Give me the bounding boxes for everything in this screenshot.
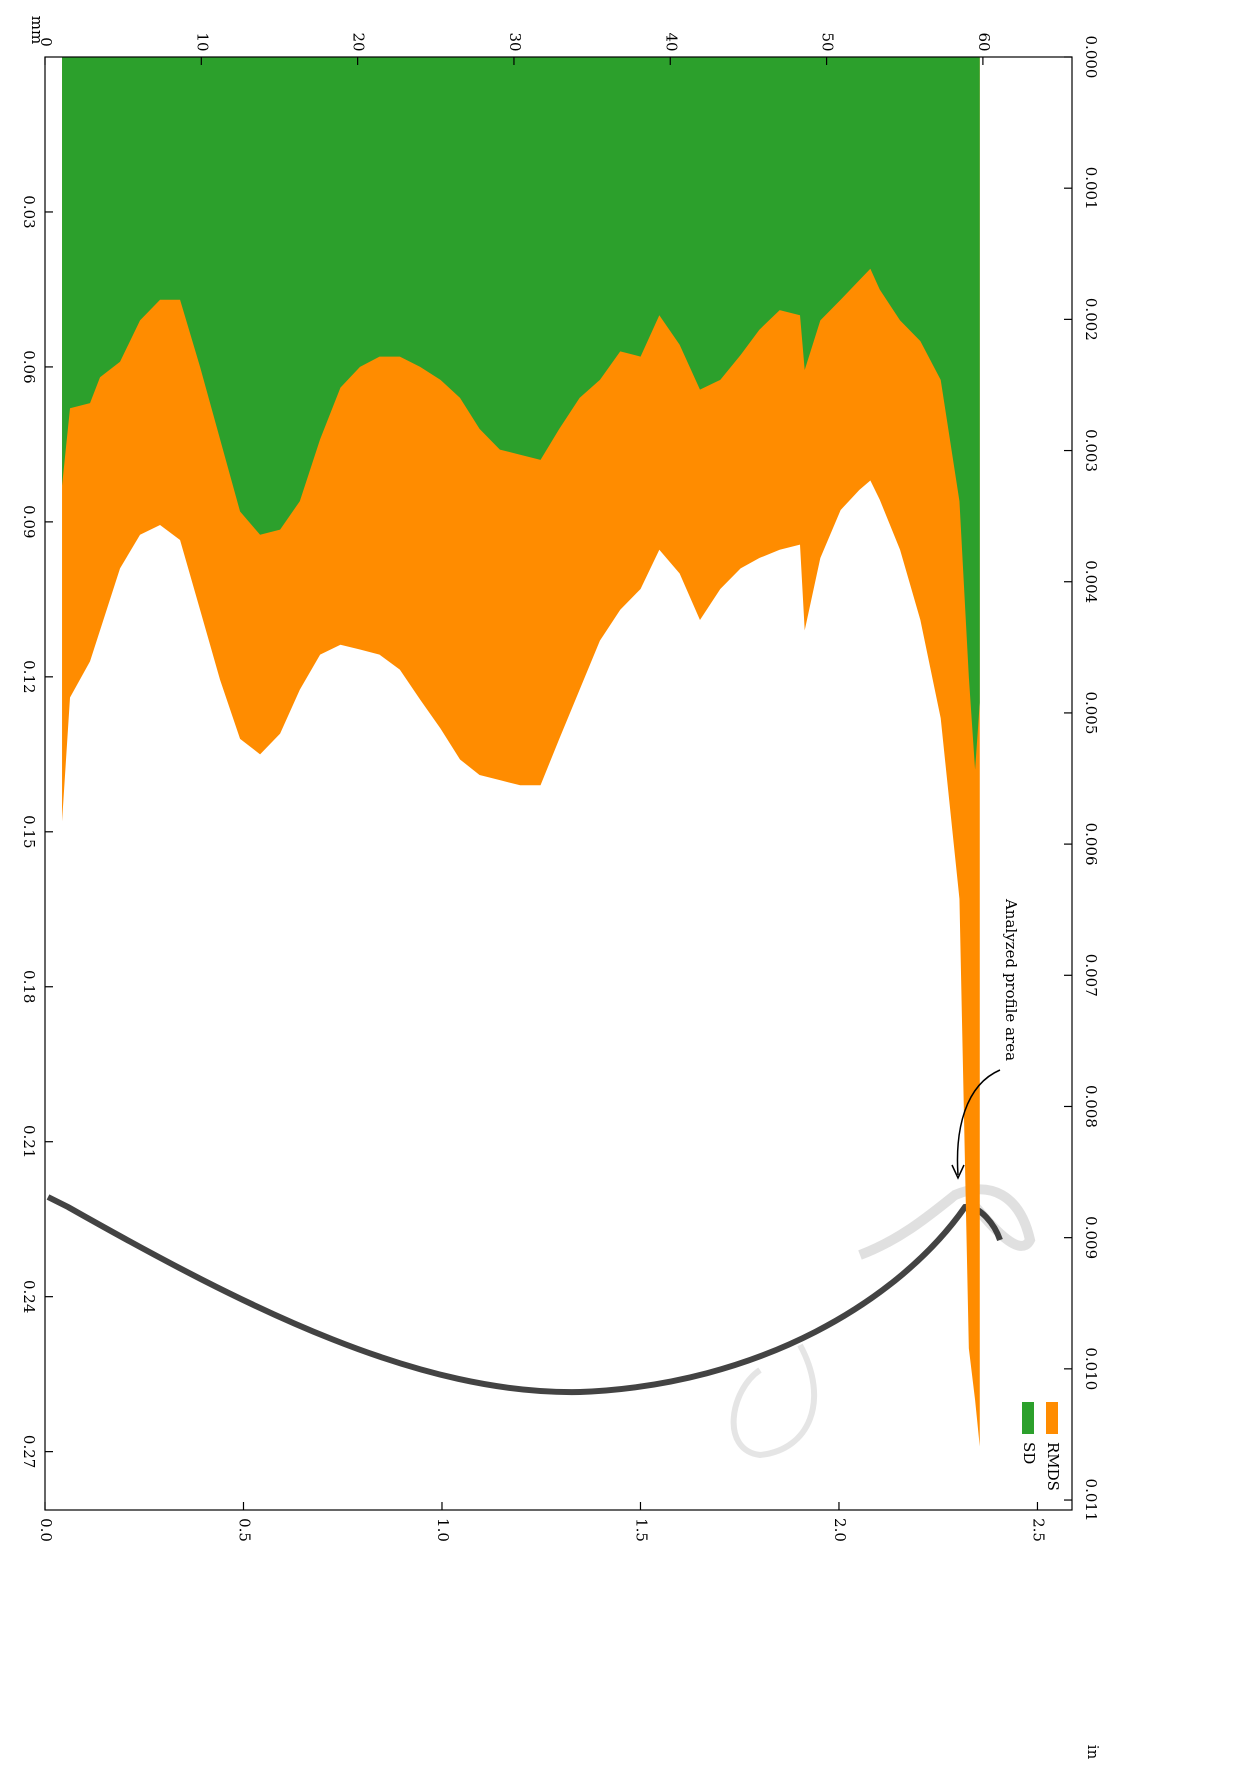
y2-tick-label: 0.000 — [1082, 36, 1100, 79]
legend-label: SD — [1020, 1442, 1038, 1464]
y2-tick-label: 0.008 — [1082, 1085, 1100, 1128]
x2-tick-label: 1.5 — [632, 1518, 650, 1542]
y2-tick-label: 0.011 — [1082, 1479, 1100, 1522]
x2-tick-label: 2.0 — [831, 1518, 849, 1542]
annotation: Analyzed profile area — [1002, 898, 1020, 1061]
x-tick-label: 10 — [193, 32, 211, 51]
y-tick-label: 0.27 — [20, 1435, 38, 1468]
y-tick-label: 0.03 — [20, 195, 38, 228]
unit-label: in — [1084, 1745, 1102, 1760]
x2-tick-label: 1.0 — [434, 1518, 452, 1542]
y-tick-label: 0.18 — [20, 970, 38, 1003]
x2-tick-label: 0.0 — [37, 1518, 55, 1542]
y-tick-label: 0.06 — [20, 350, 38, 383]
y-tick-label: 0.21 — [20, 1125, 38, 1158]
x2-tick-label: 2.5 — [1029, 1518, 1047, 1542]
x-tick-label: 40 — [662, 32, 680, 51]
y2-tick-label: 0.004 — [1082, 560, 1100, 603]
y-tick-label: 0.12 — [20, 660, 38, 693]
x-tick-label: 20 — [350, 32, 368, 51]
legend-swatch — [1046, 1402, 1058, 1434]
x-tick-label: 30 — [506, 32, 524, 51]
legend-label: RMDS — [1044, 1442, 1062, 1491]
y2-tick-label: 0.007 — [1082, 954, 1100, 997]
y2-tick-label: 0.003 — [1082, 429, 1100, 472]
profile-trace — [48, 1189, 1030, 1455]
y2-tick-label: 0.006 — [1082, 823, 1100, 866]
y2-tick-label: 0.002 — [1082, 298, 1100, 341]
y-tick-label: 0.24 — [20, 1280, 38, 1313]
x-tick-label: 0 — [37, 37, 55, 47]
x-tick-label: 60 — [975, 32, 993, 51]
plot-area — [62, 57, 980, 1446]
y2-tick-label: 0.001 — [1082, 167, 1100, 210]
y2-tick-label: 0.005 — [1082, 691, 1100, 734]
y-tick-label: 0.15 — [20, 815, 38, 848]
y-tick-label: 0.09 — [20, 505, 38, 538]
legend-swatch — [1022, 1402, 1034, 1434]
y2-tick-label: 0.009 — [1082, 1216, 1100, 1259]
chart: Analyzed profile area mm in 010203040506… — [0, 0, 1260, 1765]
x2-tick-label: 0.5 — [235, 1518, 253, 1542]
y2-tick-label: 0.010 — [1082, 1347, 1100, 1390]
x-tick-label: 50 — [819, 32, 837, 51]
